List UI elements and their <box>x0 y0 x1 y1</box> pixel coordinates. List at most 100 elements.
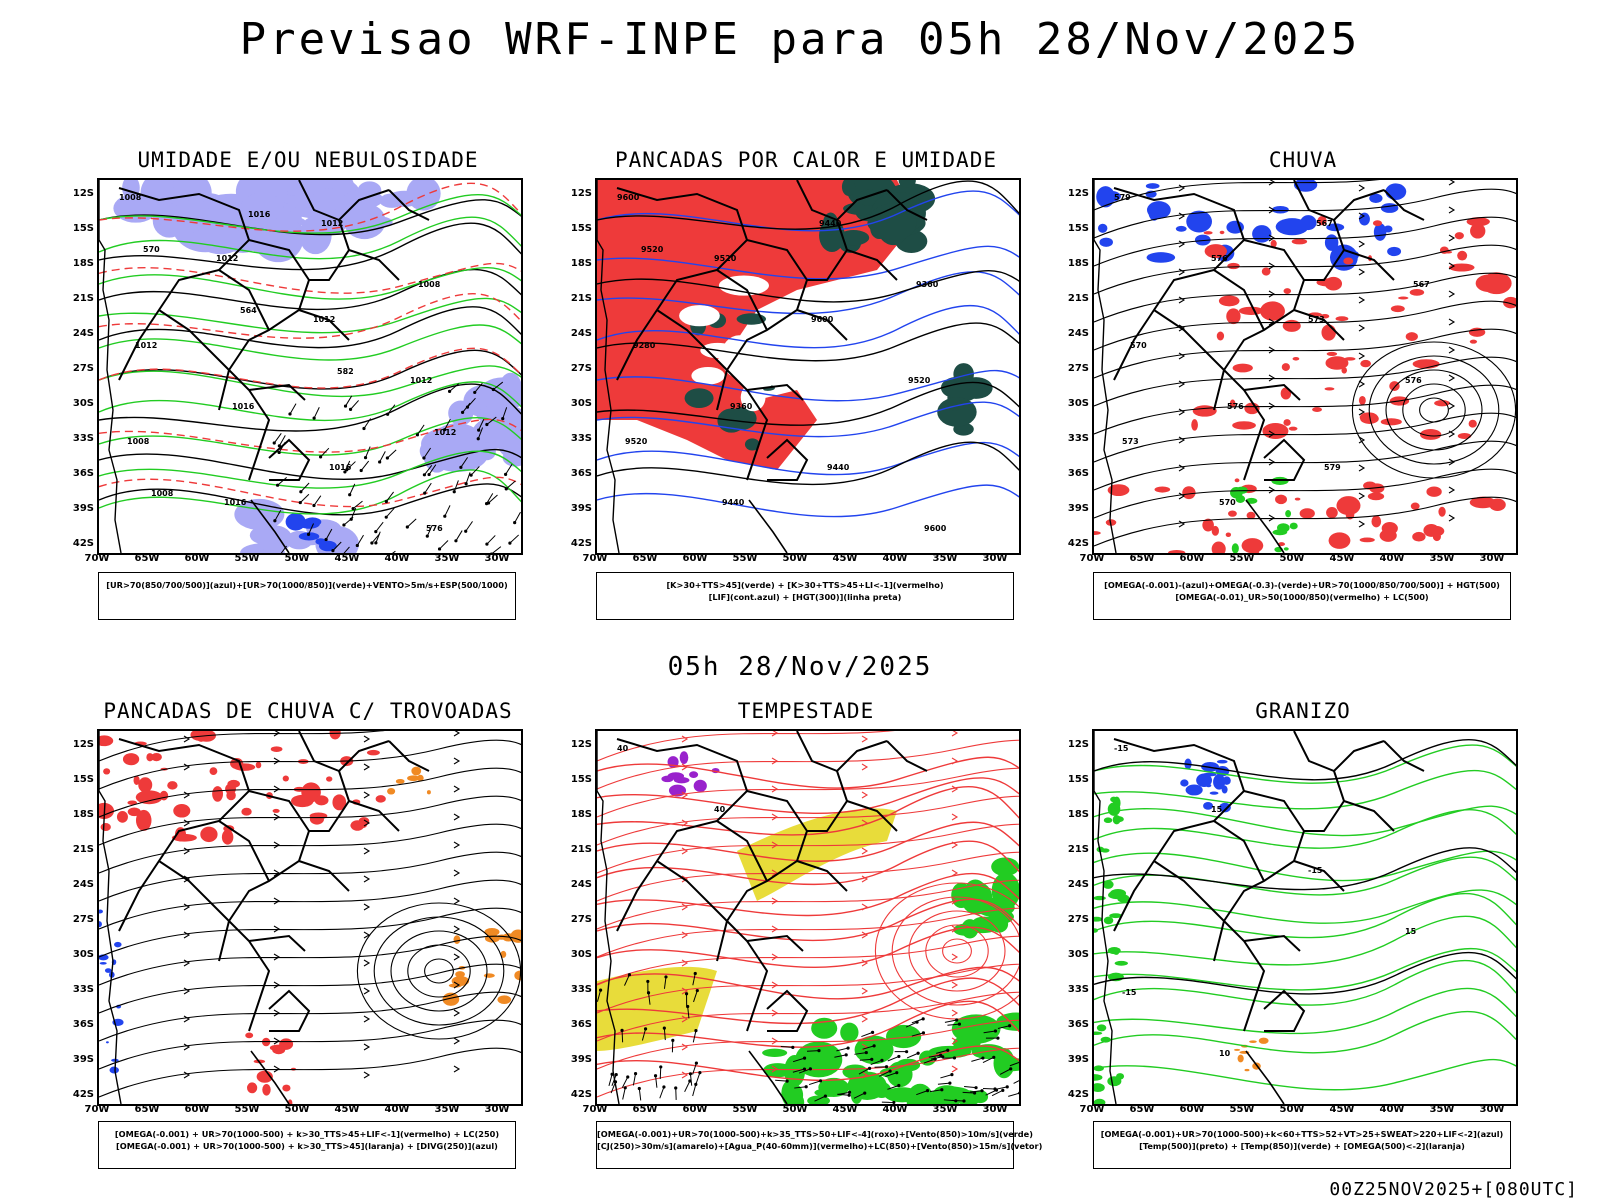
contour-label: 576 <box>1405 376 1422 385</box>
latitude-label: 30S <box>570 949 592 960</box>
longitude-label: 60W <box>1179 553 1205 564</box>
contour-label: 1008 <box>418 280 441 289</box>
latitude-label: 15S <box>570 223 592 234</box>
latitude-label: 33S <box>1067 984 1089 995</box>
contour-labels: 40 40 <box>617 744 726 814</box>
latitude-label: 18S <box>72 258 94 269</box>
longitude-label: 40W <box>1379 1104 1405 1115</box>
wind-vectors-850 <box>597 971 702 1101</box>
contour-label: -15 <box>1308 866 1323 875</box>
legend-granizo: [OMEGA(-0.001)+UR>70(1000-500)+k<60+TTS>… <box>1093 1121 1511 1169</box>
thunderstorm-showers-area <box>99 731 386 845</box>
longitude-label: 50W <box>284 1104 310 1115</box>
longitude-label: 35W <box>1429 1104 1455 1115</box>
longitude-label: 60W <box>682 553 708 564</box>
longitude-label: 65W <box>134 553 160 564</box>
contour-label: 9360 <box>730 402 753 411</box>
map-canvas: 40 40 <box>597 731 1019 1104</box>
longitude-label: 50W <box>284 553 310 564</box>
latitude-label: 36S <box>570 468 592 479</box>
contour-label: 1012 <box>216 254 238 263</box>
latitude-label: 15S <box>72 223 94 234</box>
forecast-time-label: 05h 28/Nov/2025 <box>667 652 933 682</box>
longitude-label: 50W <box>782 1104 808 1115</box>
map-panel-chuva: 579 576 573 576 573 570 567 567 570 576 579 <box>1092 178 1518 555</box>
contour-labels: 9600 9520 9600 9520 9520 9440 9440 9360 9280 9360… <box>617 193 947 533</box>
latitude-label: 36S <box>1067 468 1089 479</box>
map-canvas: -15 15 -15 15 -15 10 <box>1094 731 1516 1104</box>
latitude-label: 24S <box>570 328 592 339</box>
longitude-label: 65W <box>1129 1104 1155 1115</box>
longitude-label: 40W <box>1379 553 1405 564</box>
latitude-label: 24S <box>72 328 94 339</box>
contour-label: 1016 <box>232 402 255 411</box>
rain-area <box>1094 478 1506 553</box>
longitude-label: 70W <box>84 1104 110 1115</box>
longitude-label: 40W <box>384 553 410 564</box>
longitude-label: 70W <box>1079 1104 1105 1115</box>
longitude-label: 55W <box>234 553 260 564</box>
legend-line: [OMEGA(-0.001) + UR>70(1000-500) + k>30_… <box>116 1141 498 1151</box>
latitude-label: 42S <box>72 538 94 549</box>
map-panel-pancadas-calor: 9600 9520 9600 9520 9520 9440 9440 9360 9280 9360… <box>595 178 1021 555</box>
longitude-label: 65W <box>632 553 658 564</box>
contour-label: 9280 <box>633 341 656 350</box>
latitude-label: 24S <box>570 879 592 890</box>
map-panel-tempestade: 40 40 <box>595 729 1021 1106</box>
longitude-label: 35W <box>1429 553 1455 564</box>
contour-label: 564 <box>240 306 257 315</box>
country-borders <box>1094 731 1425 1104</box>
latitude-label: 27S <box>1067 914 1089 925</box>
legend-line: [LIF](cont.azul) + [HGT(300)](linha pret… <box>708 592 902 602</box>
latitude-label: 12S <box>570 188 592 199</box>
longitude-label: 50W <box>1279 1104 1305 1115</box>
longitude-label: 50W <box>782 553 808 564</box>
longitude-label: 35W <box>434 553 460 564</box>
map-panel-umidade: 1008 1012 1012 1012 1008 1016 1012 1008 1012 1016… <box>97 178 523 555</box>
longitude-label: 40W <box>384 1104 410 1115</box>
latitude-label: 24S <box>1067 328 1089 339</box>
contour-labels: 1008 1012 1012 1012 1008 1016 1012 1008 1012 1016… <box>119 193 456 533</box>
contour-labels: -15 15 -15 15 -15 10 <box>1114 744 1417 1058</box>
legend-line: [K>30+TTS>45](verde) + [K>30+TTS>45+LI<-… <box>666 580 944 590</box>
longitude-label: 70W <box>1079 553 1105 564</box>
latitude-label: 42S <box>570 538 592 549</box>
longitude-label: 45W <box>334 1104 360 1115</box>
longitude-label: 45W <box>832 553 858 564</box>
panel-title-granizo: GRANIZO <box>1255 699 1351 723</box>
legend-line: [OMEGA(-0.001)+UR>70(1000-500)+k>35_TTS>… <box>597 1129 1033 1139</box>
longitude-label: 60W <box>1179 1104 1205 1115</box>
latitude-label: 33S <box>72 984 94 995</box>
latitude-label: 15S <box>72 774 94 785</box>
country-borders <box>597 731 928 1104</box>
latitude-label: 27S <box>570 363 592 374</box>
convective-instability-area <box>597 180 917 470</box>
latitude-label: 33S <box>1067 433 1089 444</box>
contour-label: 567 <box>1316 219 1333 228</box>
legend-chuva: [OMEGA(-0.001)-(azul)+OMEGA(-0.3)-(verde… <box>1093 572 1511 620</box>
latitude-label: 18S <box>1067 809 1089 820</box>
contour-label: 1016 <box>248 210 271 219</box>
latitude-label: 42S <box>72 1089 94 1100</box>
legend-pancadas-trovoadas: [OMEGA(-0.001) + UR>70(1000-500) + k>30_… <box>98 1121 516 1169</box>
contour-label: -15 <box>1114 744 1129 753</box>
map-canvas: 579 576 573 576 573 570 567 567 570 576 579 <box>1094 180 1516 553</box>
latitude-label: 36S <box>72 1019 94 1030</box>
longitude-label: 55W <box>1229 553 1255 564</box>
latitude-label: 33S <box>570 984 592 995</box>
legend-line: [CJ(250)>30m/s](amarelo)+[Agua_P(40-60mm… <box>597 1141 1043 1151</box>
longitude-label: 65W <box>1129 553 1155 564</box>
country-borders <box>99 731 430 1104</box>
latitude-label: 39S <box>570 1054 592 1065</box>
wind-vectors <box>272 381 521 553</box>
longitude-label: 35W <box>434 1104 460 1115</box>
run-info-footer: 00Z25NOV2025+[080UTC] <box>1329 1179 1578 1200</box>
latitude-label: 39S <box>570 503 592 514</box>
clear-area <box>679 275 773 412</box>
contour-label: 9360 <box>916 280 939 289</box>
contour-label: 1012 <box>434 428 456 437</box>
latitude-label: 18S <box>570 809 592 820</box>
longitude-label: 65W <box>632 1104 658 1115</box>
legend-line: [OMEGA(-0.001)+UR>70(1000-500)+k<60+TTS>… <box>1100 1129 1504 1139</box>
panel-title-pancadas-calor: PANCADAS POR CALOR E UMIDADE <box>614 148 997 172</box>
